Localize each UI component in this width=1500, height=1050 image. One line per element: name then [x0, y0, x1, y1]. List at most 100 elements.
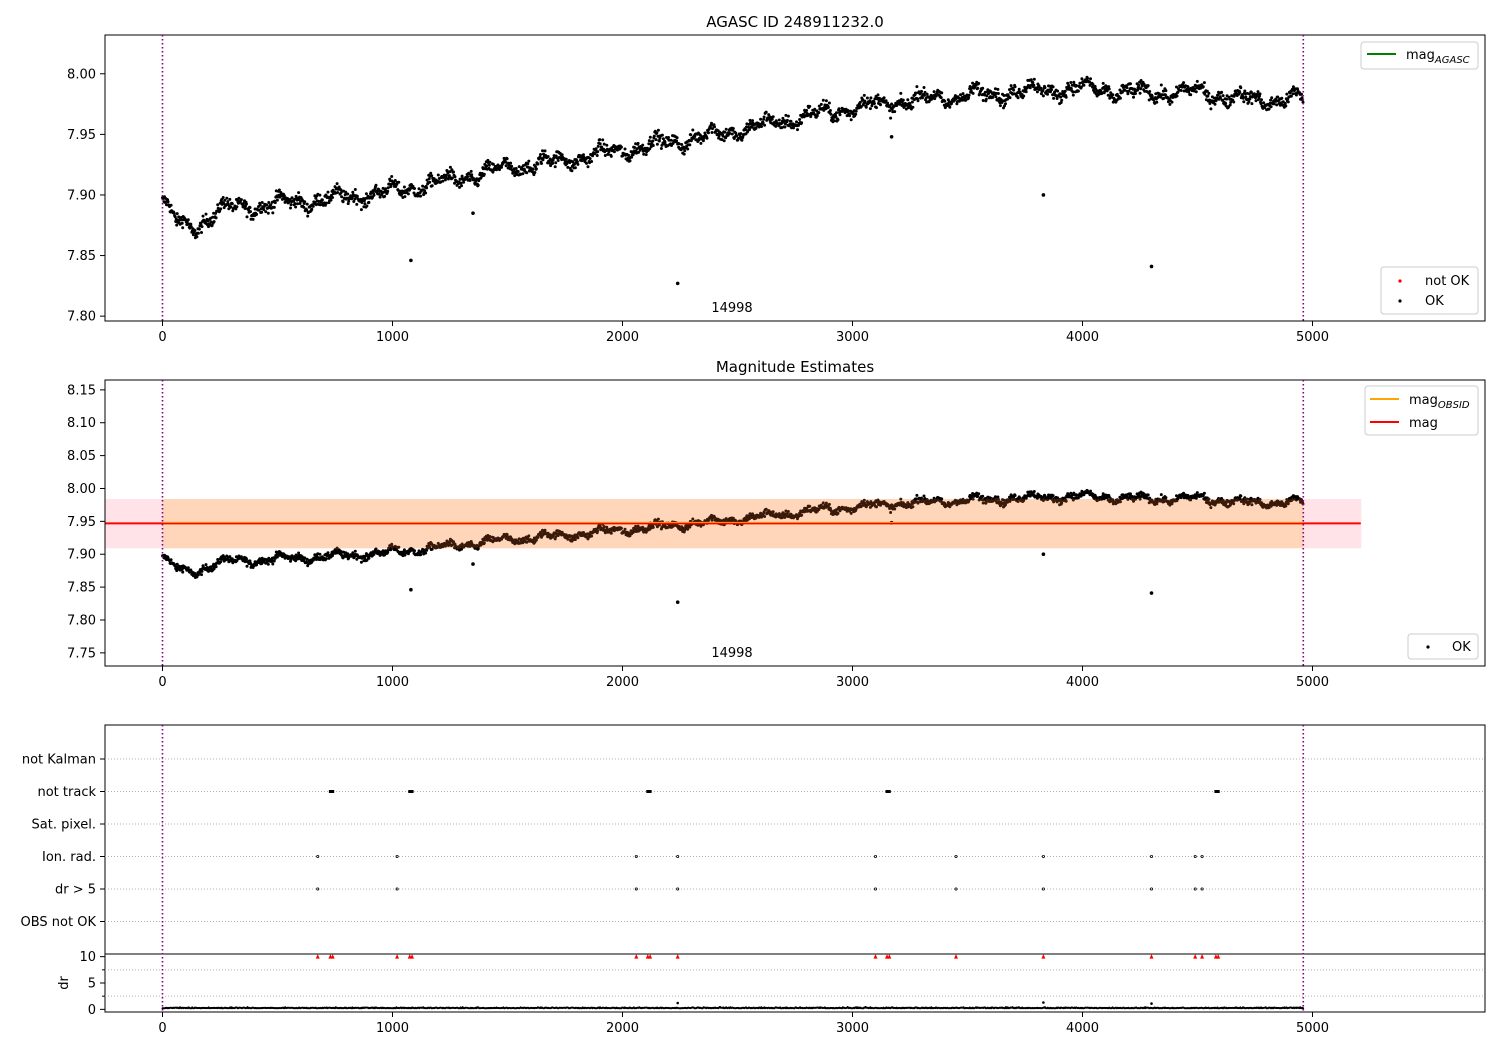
data-point [655, 142, 659, 146]
flag-row-label: OBS not OK [21, 915, 97, 930]
data-point [590, 160, 594, 163]
data-point [1022, 94, 1026, 98]
data-point [827, 502, 831, 506]
data-point [319, 200, 323, 204]
data-point [996, 92, 1000, 95]
data-point [326, 551, 330, 555]
data-point [637, 150, 641, 154]
data-point [762, 115, 766, 119]
data-point [1029, 78, 1033, 82]
data-point [901, 98, 905, 102]
y-tick-label: 8.15 [67, 383, 96, 398]
data-point [829, 112, 833, 116]
data-point [1013, 85, 1017, 89]
data-point [500, 165, 503, 169]
data-point [1267, 107, 1271, 111]
flag-row-label: dr > 5 [55, 883, 96, 898]
flag-row-label: Sat. pixel. [32, 818, 96, 833]
data-point [251, 217, 255, 221]
data-point [273, 201, 277, 205]
data-point [1031, 81, 1035, 84]
data-point [306, 214, 310, 218]
x-tick-label: 1000 [376, 675, 409, 690]
data-point [336, 191, 340, 194]
data-point [1164, 89, 1168, 93]
data-point [1012, 88, 1016, 92]
data-point [204, 212, 208, 216]
data-point [427, 177, 431, 181]
data-point [915, 493, 919, 497]
data-point [1228, 103, 1232, 107]
data-point [1162, 96, 1166, 100]
data-point [648, 135, 652, 139]
data-point [216, 206, 220, 210]
data-point [326, 190, 330, 194]
data-point [991, 95, 995, 99]
data-point [1207, 91, 1211, 95]
data-point [255, 212, 259, 216]
data-point [207, 225, 210, 229]
data-point [699, 141, 703, 145]
data-point [417, 187, 421, 191]
legend-status-agasc[interactable]: not OK OK [1380, 266, 1479, 315]
flag-point [676, 887, 680, 891]
data-point [628, 159, 632, 163]
data-point [1063, 89, 1067, 93]
data-point [1161, 89, 1165, 93]
legend-mag-magnitude[interactable]: magOBSID mag [1364, 385, 1479, 436]
x-tick-label: 3000 [836, 330, 869, 345]
data-point [771, 510, 775, 514]
data-point [1074, 84, 1078, 87]
data-point [1060, 501, 1064, 505]
data-point [180, 221, 184, 225]
data-point [827, 101, 831, 105]
data-point [566, 165, 570, 169]
data-point [1079, 85, 1083, 89]
data-point [763, 123, 767, 127]
data-point [717, 134, 721, 138]
flag-point [316, 855, 320, 859]
x-tick-label: 2000 [606, 1021, 639, 1036]
data-point [1146, 84, 1150, 88]
data-point [543, 149, 547, 153]
data-point [671, 141, 675, 145]
data-point [294, 205, 298, 209]
x-tick-label: 2000 [606, 675, 639, 690]
outlier-point [409, 587, 413, 592]
data-point [553, 165, 557, 169]
data-point [798, 118, 802, 121]
data-point [875, 106, 878, 110]
legend-mag-agasc[interactable]: magAGASC [1360, 41, 1479, 70]
data-point [1201, 85, 1205, 89]
data-point [771, 115, 775, 119]
data-point [1091, 83, 1095, 86]
data-point [1129, 492, 1132, 496]
data-point [893, 507, 897, 511]
legend-ok-magnitude-label: OK [1452, 640, 1471, 655]
y-tick-label: 7.85 [67, 581, 96, 596]
data-point [796, 128, 799, 132]
data-point [462, 180, 466, 184]
data-point [656, 517, 660, 521]
data-point [498, 168, 501, 172]
data-point [475, 177, 479, 181]
data-point [1164, 496, 1168, 500]
data-point [527, 534, 531, 538]
data-point [1209, 506, 1213, 510]
data-point [761, 121, 765, 125]
data-point [1168, 102, 1172, 106]
data-point [657, 139, 661, 143]
data-point [728, 132, 732, 135]
data-point [590, 534, 594, 538]
data-point [353, 549, 357, 553]
data-point [429, 171, 433, 175]
y-tick-label: 8.10 [67, 416, 96, 431]
data-point [586, 165, 590, 169]
data-point [1006, 97, 1009, 101]
data-point [635, 147, 639, 151]
data-point [876, 93, 880, 97]
legend-ok-magnitude[interactable]: OK [1407, 633, 1479, 660]
data-point [609, 154, 613, 158]
data-point [534, 167, 538, 171]
